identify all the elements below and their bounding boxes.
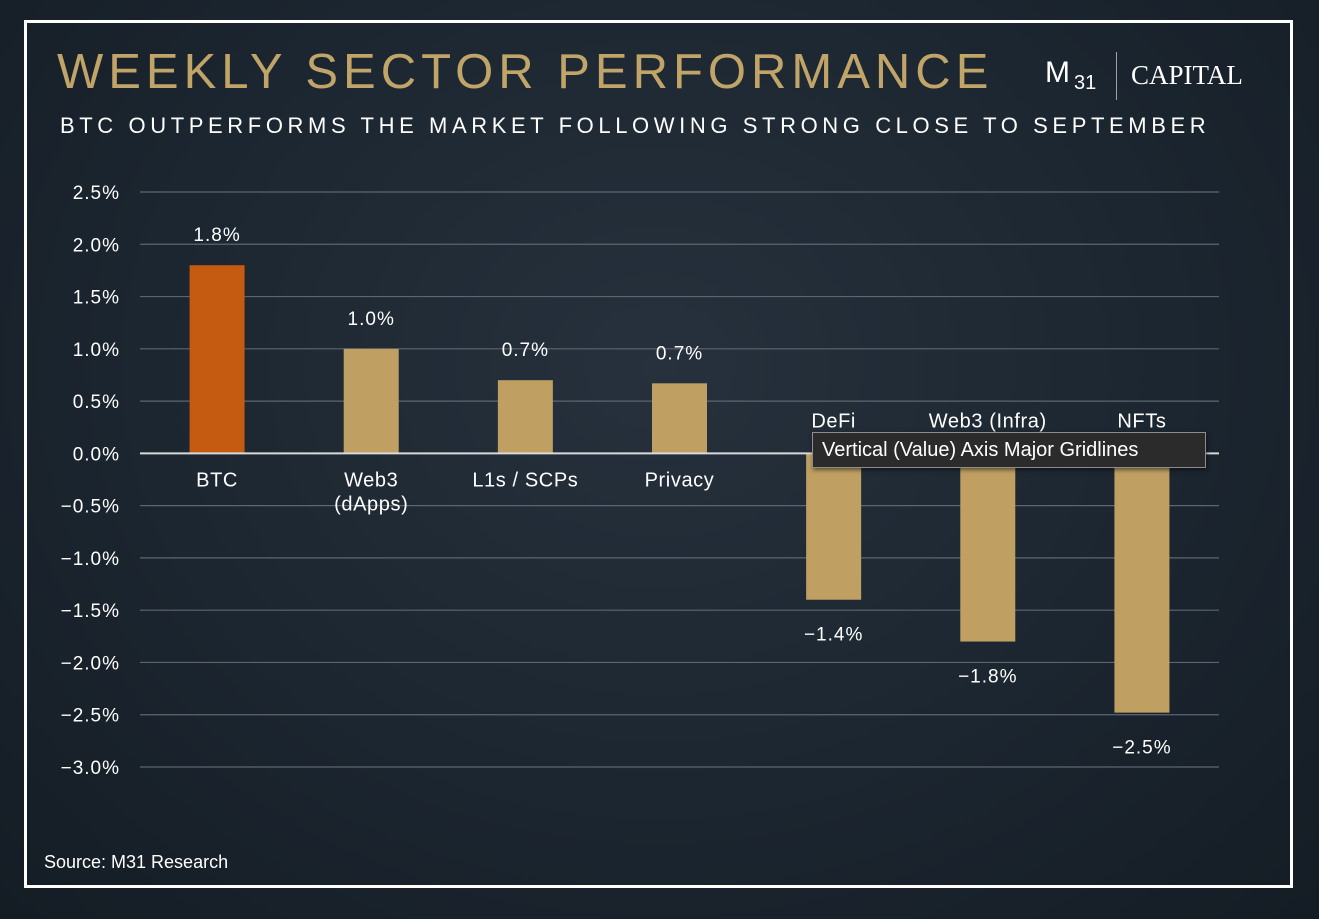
category-label: NFTs: [1117, 410, 1166, 432]
gridlines-tooltip: Vertical (Value) Axis Major Gridlines: [812, 432, 1206, 468]
y-tick-label: −2.5%: [61, 706, 120, 727]
data-label: 1.8%: [193, 225, 240, 246]
chart-title: WEEKLY SECTOR PERFORMANCE: [57, 45, 994, 99]
data-label: −1.8%: [958, 667, 1017, 688]
bar: [652, 383, 707, 454]
data-label: 0.7%: [502, 340, 549, 361]
category-label: Privacy: [645, 469, 715, 491]
logo-m: M: [1045, 56, 1070, 89]
data-label: 1.0%: [348, 309, 395, 330]
chart-subtitle: BTC OUTPERFORMS THE MARKET FOLLOWING STR…: [60, 113, 1211, 138]
y-tick-label: 0.5%: [73, 392, 120, 413]
y-tick-label: −0.5%: [61, 497, 120, 518]
y-tick-label: 1.5%: [73, 288, 120, 309]
data-label: −2.5%: [1112, 738, 1171, 759]
logo-divider: [1116, 52, 1117, 100]
bar: [497, 380, 553, 454]
y-tick-label: −1.0%: [61, 549, 120, 570]
bar: [960, 453, 1016, 642]
category-label: DeFi: [811, 410, 856, 432]
bar: [806, 453, 862, 600]
logo-subscript: 31: [1074, 72, 1097, 94]
y-tick-label: 1.0%: [73, 340, 120, 361]
category-label: BTC: [196, 469, 238, 491]
bar: [343, 348, 399, 454]
y-tick-label: −3.0%: [61, 758, 120, 779]
category-label: Web3 (Infra): [929, 410, 1047, 432]
y-tick-label: 2.5%: [73, 183, 120, 204]
chart-border: [24, 20, 1293, 888]
bar: [1114, 453, 1170, 713]
category-label: L1s / SCPs: [472, 469, 578, 491]
y-tick-label: −1.5%: [61, 601, 120, 622]
bar: [189, 265, 245, 454]
logo-capital-text: CAPITAL: [1131, 60, 1243, 90]
source-note: Source: M31 Research: [44, 852, 229, 872]
data-label: 0.7%: [656, 343, 703, 364]
y-tick-label: −2.0%: [61, 653, 120, 674]
y-tick-label: 2.0%: [73, 235, 120, 256]
y-tick-label: 0.0%: [73, 444, 120, 465]
category-label: Web3 (dApps): [334, 469, 408, 515]
data-label: −1.4%: [804, 625, 863, 646]
